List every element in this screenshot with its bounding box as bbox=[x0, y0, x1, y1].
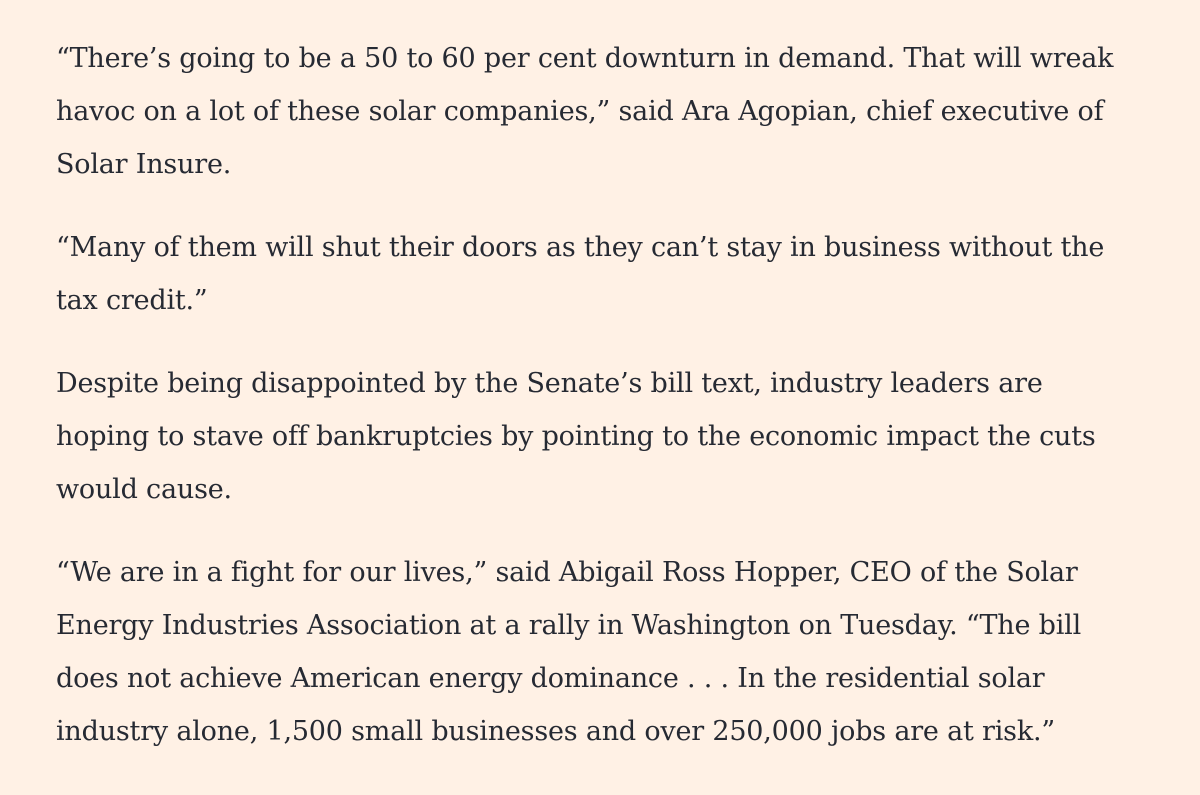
paragraph-agopian-quote: “There’s going to be a 50 to 60 per cent… bbox=[56, 43, 1114, 180]
paragraph-hopper-quote: “We are in a fight for our lives,” said … bbox=[56, 557, 1082, 747]
paragraph-industry-leaders: Despite being disappointed by the Senate… bbox=[56, 368, 1096, 505]
paragraph-shut-doors-quote: “Many of them will shut their doors as t… bbox=[56, 232, 1105, 316]
